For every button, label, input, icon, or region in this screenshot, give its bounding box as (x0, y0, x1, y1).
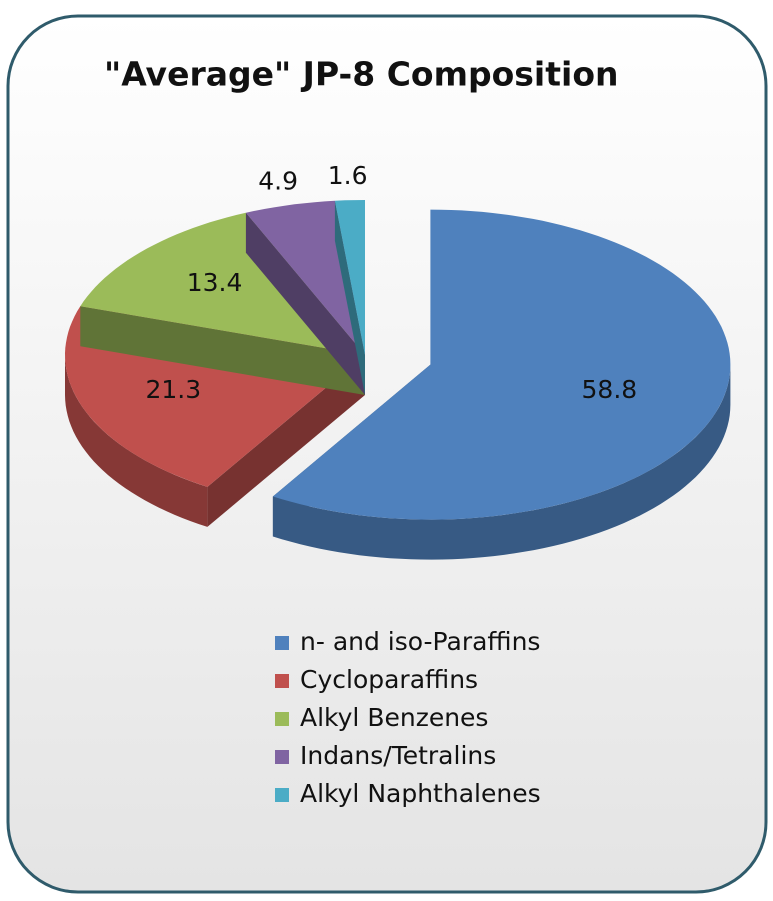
legend-label: Alkyl Naphthalenes (300, 779, 541, 808)
legend-label: Cycloparaffins (300, 665, 478, 694)
data-label: 4.9 (258, 166, 298, 195)
data-label: 21.3 (145, 375, 201, 404)
legend: n- and iso-Paraffins Cycloparaffins Alkyl … (275, 627, 541, 808)
legend-label: n- and iso-Paraffins (300, 627, 540, 656)
slice-wall (80, 306, 366, 395)
slice (80, 212, 366, 355)
legend-label: Alkyl Benzenes (300, 703, 488, 732)
legend-swatch (275, 788, 289, 802)
slice-side (65, 355, 208, 527)
slice (272, 209, 731, 520)
slice-wall (245, 212, 365, 395)
slice-wall (334, 200, 365, 395)
data-label: 13.4 (187, 268, 243, 297)
legend-swatch (275, 636, 289, 650)
legend-swatch (275, 750, 289, 764)
pie: 21.3 13.4 4.9 1.6 58.8 (65, 161, 731, 560)
slice (334, 200, 365, 355)
legend-swatch (275, 674, 289, 688)
legend-swatch (275, 712, 289, 726)
data-label: 1.6 (328, 161, 368, 190)
legend-label: Indans/Tetralins (300, 741, 496, 770)
data-label: 58.8 (582, 375, 638, 404)
slice-wall (207, 355, 365, 527)
slice-side (272, 364, 731, 560)
chart-title: "Average" JP-8 Composition (104, 55, 618, 94)
